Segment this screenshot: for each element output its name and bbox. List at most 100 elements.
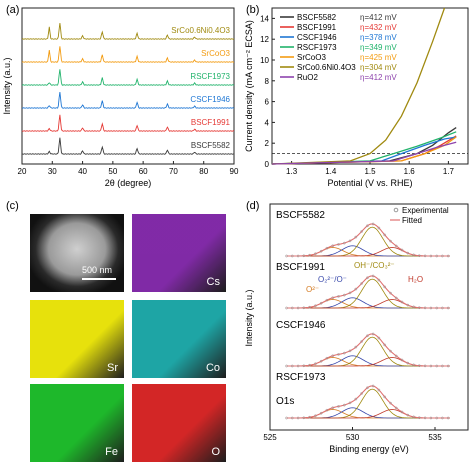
panel-d-experimental-point: [389, 291, 392, 295]
element-map-label: Co: [205, 362, 220, 374]
panel-b-ytick-label: 12: [260, 35, 269, 44]
panel-d-experimental-point: [360, 282, 363, 285]
panel-a-trace-SrCo06Ni04O3: [21, 22, 235, 40]
panel-d-experimental-point: [337, 243, 340, 246]
panel-d-fitted-envelope: [286, 385, 450, 419]
panel-a-trace-CSCF1946: [22, 92, 235, 109]
panel-b-legend-name: BSCF1991: [297, 23, 337, 32]
panel-d-experimental-point: [371, 222, 375, 226]
panel-label-b: (b): [246, 4, 260, 16]
panel-d-experimental-point: [435, 364, 439, 368]
panel-d-experimental-point: [400, 410, 404, 414]
panel-d-experimental-point: [285, 416, 288, 420]
panel-d-experimental-point: [348, 349, 352, 353]
panel-d-annotation-lattice: O²⁻: [306, 285, 319, 294]
panel-b-ytick-label: 0: [265, 160, 270, 169]
panel-d-experimental-point: [290, 306, 294, 310]
panel-b-legend-name: RuO2: [297, 73, 318, 82]
panel-d-experimental-point: [302, 416, 306, 420]
panel-d-experimental-point: [441, 364, 444, 368]
panel-b-series-RuO2: [271, 141, 457, 165]
panel-d-experimental-point: [394, 244, 398, 248]
panel-a-trace-label: BSCF5582: [191, 141, 231, 150]
panel-d-experimental-point: [308, 305, 311, 309]
panel-d-experimental-point: [302, 364, 306, 368]
panel-d-experimental-point: [325, 356, 329, 360]
panel-d-experimental-point: [354, 287, 358, 291]
panel-d-experimental-point: [429, 416, 433, 420]
panel-b-legend-eta: η=349 mV: [360, 43, 397, 52]
panel-d-experimental-point: [366, 386, 369, 390]
panel-d-experimental-point: [302, 254, 306, 258]
panel-d-experimental-point: [342, 293, 346, 297]
panel-d-experimental-point: [400, 358, 404, 362]
panel-a-trace-label: RSCF1973: [190, 72, 230, 81]
panel-d-experimental-point: [377, 388, 381, 392]
panel-d-experimental-point: [371, 332, 375, 336]
panel-d-experimental-point: [423, 254, 427, 258]
panel-d-experimental-point: [383, 395, 387, 399]
panel-d-experimental-point: [354, 397, 358, 401]
panel-a-xtick-label: 20: [18, 167, 27, 176]
panel-d-experimental-point: [435, 306, 439, 310]
panel-d-fitted-envelope: [286, 333, 450, 367]
element-map-o: O: [132, 384, 226, 462]
panel-d-experimental-point: [354, 235, 358, 239]
panel-d-experimental-point: [417, 306, 421, 310]
panel-d-experimental-point: [296, 416, 300, 420]
panel-d-experimental-point: [412, 363, 415, 367]
panel-d-experimental-point: [325, 246, 329, 250]
panel-d-experimental-point: [319, 411, 323, 415]
panel-a-trace-SrCoO3: [21, 46, 234, 63]
panel-b-ytick-label: 10: [260, 56, 269, 65]
panel-b-legend-eta: η=412 mV: [360, 73, 397, 82]
element-map-label: Fe: [105, 446, 118, 458]
panel-d-experimental-point: [423, 364, 427, 368]
panel-d-experimental-point: [423, 416, 427, 420]
panel-a-trace-label: CSCF1946: [190, 95, 230, 104]
panel-d-experimental-point: [377, 336, 381, 340]
panel-b-xtick-label: 1.4: [325, 167, 337, 176]
panel-d-xtick-label: 525: [263, 433, 277, 442]
panel-d-experimental-point: [331, 244, 335, 248]
panel-d-annotation-water: H₂O: [408, 275, 423, 284]
panel-b-legend-name: BSCF5582: [297, 13, 337, 22]
panel-d-experimental-point: [348, 401, 352, 405]
panel-d-experimental-point: [337, 405, 340, 408]
panel-b-ylabel: Current density (mA cm⁻² ECSA): [244, 20, 254, 152]
panel-d-core-level-label: O1s: [276, 396, 294, 407]
panel-d-experimental-point: [331, 406, 335, 410]
panel-d-experimental-point: [296, 254, 300, 258]
panel-d-experimental-point: [308, 253, 311, 257]
panel-d-experimental-point: [441, 306, 444, 310]
panel-b-series-BSCF5582: [271, 127, 457, 165]
panel-d-legend-experimental: Experimental: [402, 206, 449, 215]
panel-d-experimental-point: [423, 306, 427, 310]
panel-d-experimental-point: [285, 254, 288, 258]
panel-b-ytick-label: 8: [265, 77, 270, 86]
panel-d-experimental-point: [435, 416, 439, 420]
panel-d-experimental-point: [296, 306, 300, 310]
panel-d-experimental-point: [377, 226, 381, 230]
element-map-co: Co: [132, 300, 226, 378]
panel-a-frame: [21, 7, 235, 165]
element-map-sr: Sr: [30, 300, 124, 378]
panel-d-experimental-point: [360, 230, 363, 233]
panel-d-experimental-point: [389, 349, 392, 353]
panel-d-experimental-point: [285, 306, 288, 310]
panel-a-trace-label: BSCF1991: [191, 118, 231, 127]
panel-d-experimental-point: [366, 224, 369, 228]
panel-d-experimental-point: [325, 298, 329, 302]
element-map-label: O: [211, 446, 220, 458]
panel-d-experimental-point: [302, 306, 306, 310]
panel-d-experimental-point: [446, 364, 450, 368]
panel-d-experimental-point: [394, 296, 398, 300]
panel-d-experimental-point: [290, 364, 294, 368]
panel-a-trace-label: SrCoO3: [201, 49, 230, 58]
panel-d-experimental-point: [342, 403, 346, 407]
panel-d-experimental-point: [383, 233, 387, 237]
panel-b-ytick-label: 2: [265, 139, 270, 148]
panel-d-experimental-point: [400, 300, 404, 304]
panel-d-experimental-point: [406, 251, 410, 255]
panel-label-c: (c): [6, 200, 19, 212]
